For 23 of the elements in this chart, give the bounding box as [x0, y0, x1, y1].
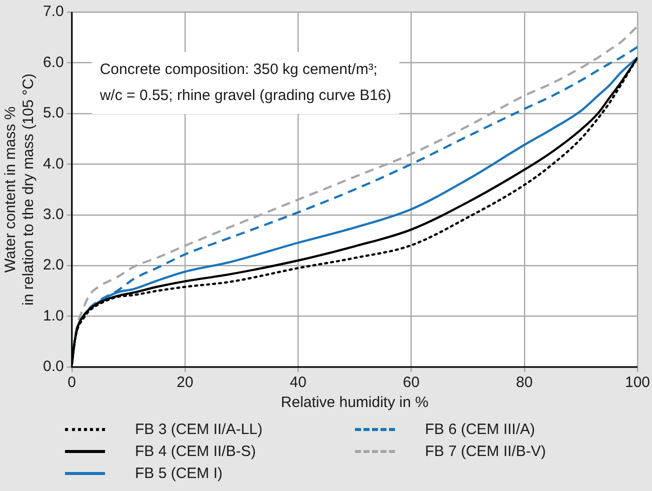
x-tick-label: 40	[290, 374, 306, 392]
annotation: w/c = 0.55; rhine gravel (grading curve B16)	[98, 87, 392, 104]
y-tick-label: 1.0	[42, 307, 64, 324]
legend-label: FB 7 (CEM II/B-V)	[425, 442, 546, 460]
y-tick-label: 0.0	[42, 358, 64, 376]
y-tick-label: 4.0	[42, 155, 64, 172]
x-axis-title: Relative humidity in %	[280, 394, 428, 412]
legend-label: FB 5 (CEM I)	[135, 464, 223, 482]
x-tick-label: 60	[402, 374, 420, 392]
y-tick-label: 7.0	[42, 3, 64, 20]
annotation: Concrete composition: 350 kg cement/m³;	[100, 61, 378, 78]
y-tick-label: 5.0	[42, 104, 64, 122]
y-tick-label: 2.0	[42, 256, 64, 274]
legend-label: FB 4 (CEM II/B-S)	[135, 442, 256, 460]
x-tick-label: 20	[176, 374, 194, 392]
x-tick-label: 0	[68, 374, 76, 392]
legend-label: FB 6 (CEM III/A)	[425, 420, 536, 438]
x-tick-label: 80	[516, 374, 533, 392]
y-axis-title: Water content in mass % in relation to the dry mass (105 °C)	[2, 74, 38, 306]
legend-label: FB 3 (CEM II/A-LL)	[135, 420, 263, 438]
x-tick-label: 100	[624, 374, 650, 392]
y-tick-label: 3.0	[42, 206, 64, 223]
y-tick-label: 6.0	[42, 54, 64, 71]
